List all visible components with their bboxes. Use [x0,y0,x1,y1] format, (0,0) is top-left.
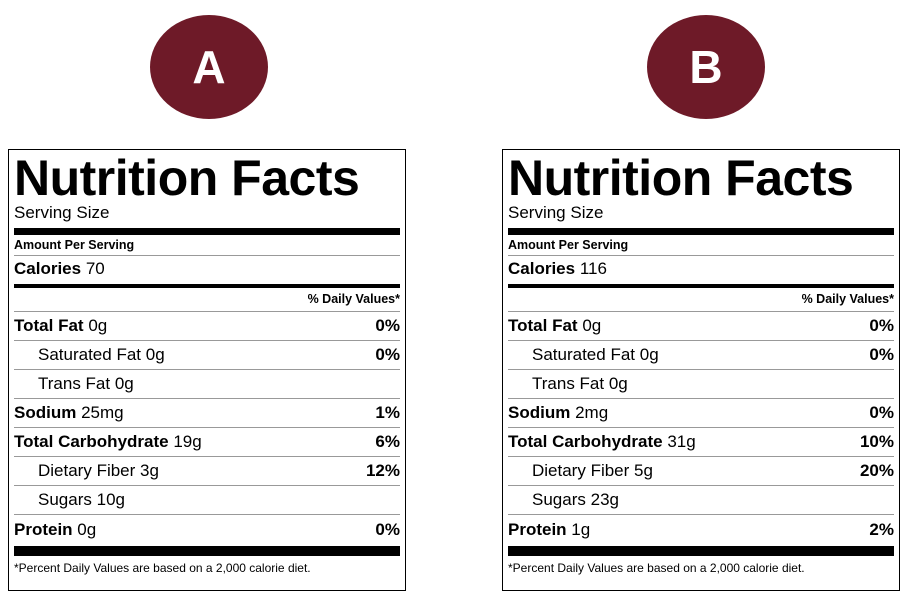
daily-values-header: % Daily Values* [14,288,400,312]
nutrient-name: Dietary Fiber [38,461,136,480]
nutrition-label-a: Nutrition Facts Serving Size Amount Per … [8,149,406,591]
nutrient-row-total-fat: Total Fat 0g 0% [508,312,894,341]
nutrient-amount: 25mg [81,403,124,422]
nutrient-amount: 5g [634,461,653,480]
nutrient-row-total-fat: Total Fat 0g 0% [14,312,400,341]
nutrient-amount: 0g [608,374,628,393]
calories-row: Calories 116 [508,256,894,282]
heavy-divider [14,546,400,556]
nutrient-percent: 6% [375,432,400,451]
nutrient-percent: 20% [859,461,894,480]
nutrient-percent: 1% [375,403,400,422]
nutrient-amount: 0g [88,316,108,335]
nutrient-row-protein: Protein 0g 0% [14,515,400,544]
nutrition-label-b: Nutrition Facts Serving Size Amount Per … [502,149,900,591]
nutrient-amount: 0g [145,345,165,364]
nutrient-row-trans-fat: Trans Fat 0g [508,370,894,399]
nutrient-name: Protein [508,519,567,539]
medium-divider [14,284,400,288]
nutrient-row-protein: Protein 1g 2% [508,515,894,544]
thick-divider [14,228,400,235]
nutrient-name: Total Carbohydrate [508,432,663,451]
nutrient-percent: 0% [375,316,400,335]
nutrition-facts-title: Nutrition Facts [14,150,360,206]
nutrient-name: Total Fat [508,316,578,335]
calories-value: 70 [85,259,105,278]
nutrient-percent: 0% [869,345,894,364]
nutrient-row-saturated-fat: Saturated Fat 0g 0% [508,341,894,370]
nutrient-row-dietary-fiber: Dietary Fiber 3g 12% [14,457,400,486]
serving-size: Serving Size [14,203,110,222]
amount-per-serving: Amount Per Serving [14,235,400,256]
nutrient-name: Saturated Fat [532,345,636,364]
nutrient-amount: 1g [571,519,591,539]
nutrient-name: Sodium [14,403,77,422]
badge-letter: A [192,41,226,93]
nutrient-amount: 10g [96,490,125,509]
badge-b: B [647,15,765,119]
footnote: *Percent Daily Values are based on a 2,0… [508,561,805,575]
nutrient-name: Sugars [532,490,586,509]
nutrition-facts-title: Nutrition Facts [508,150,854,206]
nutrient-name: Total Carbohydrate [14,432,169,451]
nutrient-percent: 0% [869,316,894,335]
nutrient-amount: 23g [590,490,619,509]
nutrient-name: Sugars [38,490,92,509]
nutrient-percent: 2% [869,519,894,539]
amount-per-serving: Amount Per Serving [508,235,894,256]
nutrient-name: Protein [14,519,73,539]
calories-value: 116 [579,259,607,278]
nutrient-row-sodium: Sodium 2mg 0% [508,399,894,428]
nutrient-percent: 0% [869,403,894,422]
badge-a: A [150,15,268,119]
nutrient-amount: 2mg [575,403,609,422]
nutrient-amount: 0g [114,374,134,393]
nutrient-row-sodium: Sodium 25mg 1% [14,399,400,428]
nutrient-row-dietary-fiber: Dietary Fiber 5g 20% [508,457,894,486]
nutrient-name: Sodium [508,403,571,422]
nutrient-name: Trans Fat [532,374,605,393]
nutrient-row-sugars: Sugars 23g [508,486,894,515]
calories-label: Calories [14,259,82,278]
nutrient-amount: 31g [667,432,696,451]
thick-divider [508,228,894,235]
nutrient-amount: 0g [77,519,97,539]
nutrient-percent: 10% [859,432,894,451]
nutrient-amount: 19g [173,432,202,451]
nutrient-name: Dietary Fiber [532,461,630,480]
nutrient-percent: 12% [365,461,400,480]
nutrient-name: Total Fat [14,316,84,335]
nutrient-row-total-carbohydrate: Total Carbohydrate 19g 6% [14,428,400,457]
nutrient-row-saturated-fat: Saturated Fat 0g 0% [14,341,400,370]
nutrient-name: Trans Fat [38,374,111,393]
nutrient-row-trans-fat: Trans Fat 0g [14,370,400,399]
calories-row: Calories 70 [14,256,400,282]
footnote: *Percent Daily Values are based on a 2,0… [14,561,311,575]
daily-values-header: % Daily Values* [508,288,894,312]
nutrient-amount: 0g [582,316,602,335]
serving-size: Serving Size [508,203,604,222]
nutrient-amount: 3g [140,461,159,480]
heavy-divider [508,546,894,556]
calories-label: Calories [508,259,576,278]
nutrient-row-sugars: Sugars 10g [14,486,400,515]
medium-divider [508,284,894,288]
nutrient-row-total-carbohydrate: Total Carbohydrate 31g 10% [508,428,894,457]
badge-letter: B [689,41,723,93]
nutrient-percent: 0% [375,345,400,364]
nutrient-name: Saturated Fat [38,345,142,364]
nutrient-amount: 0g [639,345,659,364]
nutrient-percent: 0% [375,519,400,539]
